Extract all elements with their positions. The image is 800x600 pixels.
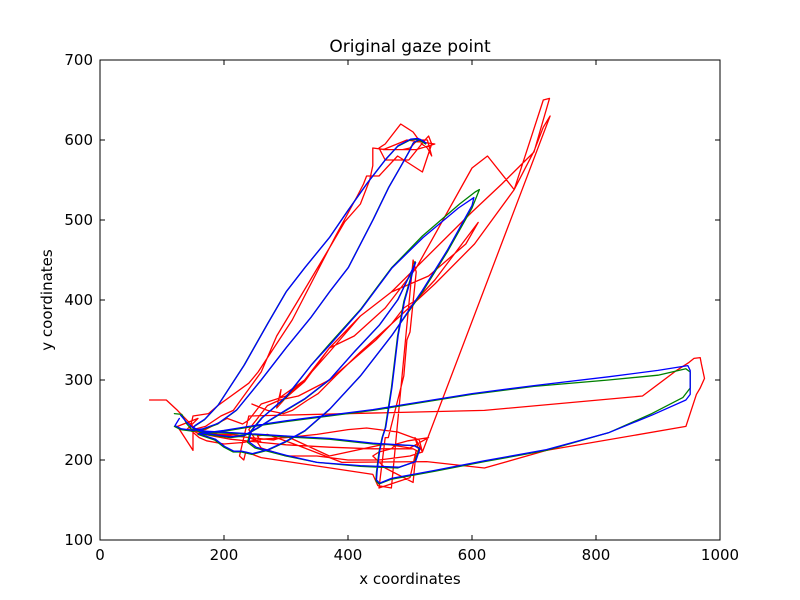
y-tick-label: 200 [64,451,93,469]
x-axis-label: x coordinates [359,570,461,588]
y-tick-label: 500 [64,211,93,229]
x-axis: 0 200 400 600 800 1000 [95,60,739,564]
series-line-3 [174,137,691,484]
series-layer [148,97,706,489]
x-tick-label: 0 [95,546,105,564]
y-tick-label: 700 [64,51,93,69]
series-line-2 [173,138,691,485]
y-tick-label: 600 [64,131,93,149]
x-tick-label: 800 [582,546,611,564]
plot-area: 0 200 400 600 800 1000 100 200 300 400 500 600 700 [64,51,739,564]
y-tick-label: 100 [64,531,93,549]
x-tick-label: 200 [210,546,239,564]
y-tick-label: 300 [64,371,93,389]
y-axis-label: y coordinates [38,249,56,351]
axes-frame [99,59,721,541]
y-axis: 100 200 300 400 500 600 700 [64,51,720,549]
chart-title: Original gaze point [329,37,491,57]
x-tick-label: 1000 [701,546,739,564]
series-line-1 [148,97,706,489]
x-tick-label: 400 [334,546,363,564]
x-tick-label: 600 [458,546,487,564]
y-tick-label: 400 [64,291,93,309]
